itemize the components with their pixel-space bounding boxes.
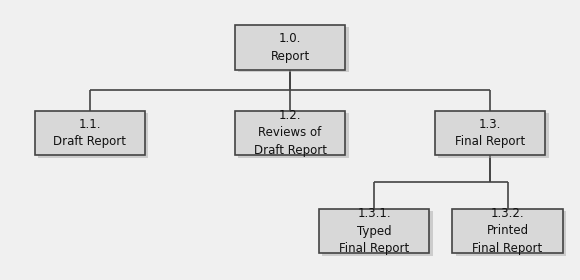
FancyBboxPatch shape xyxy=(235,111,345,155)
Text: 1.1.
Draft Report: 1.1. Draft Report xyxy=(53,118,126,148)
FancyBboxPatch shape xyxy=(238,113,349,158)
FancyBboxPatch shape xyxy=(438,113,549,158)
FancyBboxPatch shape xyxy=(235,25,345,70)
Text: 1.3.1.
Typed
Final Report: 1.3.1. Typed Final Report xyxy=(339,207,409,255)
Text: 1.2.
Reviews of
Draft Report: 1.2. Reviews of Draft Report xyxy=(253,109,327,157)
Text: 1.3.2.
Printed
Final Report: 1.3.2. Printed Final Report xyxy=(472,207,543,255)
Text: 1.3.
Final Report: 1.3. Final Report xyxy=(455,118,525,148)
FancyBboxPatch shape xyxy=(452,209,563,253)
FancyBboxPatch shape xyxy=(322,211,433,256)
FancyBboxPatch shape xyxy=(238,27,349,72)
FancyBboxPatch shape xyxy=(35,111,145,155)
FancyBboxPatch shape xyxy=(319,209,429,253)
FancyBboxPatch shape xyxy=(38,113,148,158)
FancyBboxPatch shape xyxy=(435,111,545,155)
Text: 1.0.
Report: 1.0. Report xyxy=(270,32,310,63)
FancyBboxPatch shape xyxy=(456,211,566,256)
